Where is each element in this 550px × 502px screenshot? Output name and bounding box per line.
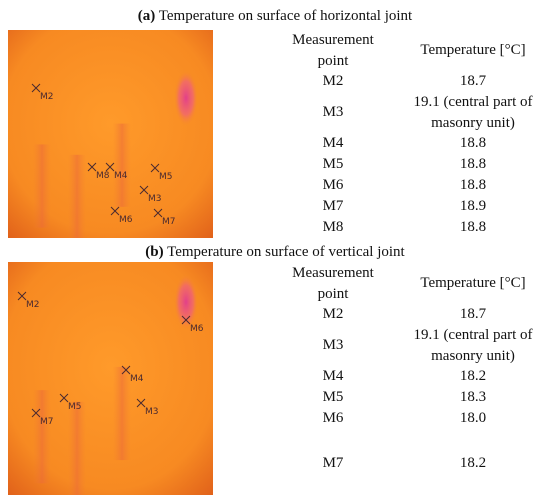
panel-title: Temperature on surface of vertical joint <box>167 244 405 260</box>
table-cell: 19.1 (central part of masonry unit) <box>413 327 533 364</box>
table-cell: M5 <box>322 389 344 405</box>
marker-label: M6 <box>190 324 204 334</box>
table-cell: 18.7 <box>459 73 487 89</box>
image-streak <box>33 390 51 484</box>
image-streak <box>33 144 51 228</box>
marker-cross <box>110 206 120 216</box>
marker-cross <box>31 408 41 418</box>
thermal-image: M2 M6 M4 M5 M3 M7 <box>8 262 213 495</box>
table-header: Temperature [°C] <box>420 275 526 291</box>
marker-cross <box>150 163 160 173</box>
marker-cross <box>181 315 191 325</box>
image-streak <box>68 154 86 238</box>
marker-label: M8 <box>96 171 110 181</box>
marker-cross <box>105 162 115 172</box>
panel-caption: (b) Temperature on surface of vertical j… <box>0 243 550 261</box>
panel-label: (a) <box>137 8 156 24</box>
marker-label: M2 <box>26 300 40 310</box>
image-hotspot <box>174 70 198 126</box>
marker-cross <box>121 365 131 375</box>
table-cell: M2 <box>322 73 344 89</box>
marker-cross <box>136 398 146 408</box>
image-streak <box>68 401 86 495</box>
table-cell: 18.2 <box>459 368 487 384</box>
table-cell: 18.8 <box>459 156 487 172</box>
thermal-image: M2 M8 M4 M5 M3 M6 M7 <box>8 30 213 238</box>
table-cell: M6 <box>322 410 344 426</box>
marker-label: M7 <box>40 417 54 427</box>
image-hotspot <box>174 274 198 330</box>
panel-caption: (a) Temperature on surface of horizontal… <box>0 7 550 25</box>
marker-cross <box>31 83 41 93</box>
table-cell: M3 <box>322 104 344 120</box>
panel-label: (b) <box>145 244 164 260</box>
marker-label: M2 <box>40 92 54 102</box>
marker-label: M4 <box>130 374 144 384</box>
table-cell: 18.3 <box>459 389 487 405</box>
marker-label: M3 <box>148 194 162 204</box>
table-header: Temperature [°C] <box>420 42 526 58</box>
marker-label: M5 <box>68 402 82 412</box>
table-cell: 18.9 <box>459 198 487 214</box>
table-cell: M6 <box>322 177 344 193</box>
table-cell: 18.2 <box>459 455 487 471</box>
marker-label: M4 <box>114 171 128 181</box>
table-cell: M7 <box>322 198 344 214</box>
table-header: Measurement point <box>292 32 374 69</box>
image-streak <box>113 366 131 461</box>
table-cell: M7 <box>322 455 344 471</box>
table-cell: M4 <box>322 135 344 151</box>
marker-cross <box>139 185 149 195</box>
table-cell: 19.1 (central part of masonry unit) <box>413 94 533 131</box>
table-cell: 18.8 <box>459 219 487 235</box>
table-cell: 18.8 <box>459 135 487 151</box>
table-cell: M2 <box>322 306 344 322</box>
table-cell: 18.0 <box>459 410 487 426</box>
table-cell: M4 <box>322 368 344 384</box>
marker-cross <box>153 208 163 218</box>
marker-label: M5 <box>159 172 173 182</box>
table-cell: M3 <box>322 337 344 353</box>
marker-label: M3 <box>145 407 159 417</box>
marker-cross <box>17 291 27 301</box>
panel-title: Temperature on surface of horizontal joi… <box>158 8 413 24</box>
table-cell: 18.8 <box>459 177 487 193</box>
marker-cross <box>59 393 69 403</box>
marker-cross <box>87 162 97 172</box>
table-cell: M5 <box>322 156 344 172</box>
marker-label: M6 <box>119 215 133 225</box>
table-header: Measurement point <box>292 265 374 302</box>
image-streak <box>113 123 131 207</box>
table-cell: M8 <box>322 219 344 235</box>
marker-label: M7 <box>162 217 176 227</box>
table-cell: 18.7 <box>459 306 487 322</box>
